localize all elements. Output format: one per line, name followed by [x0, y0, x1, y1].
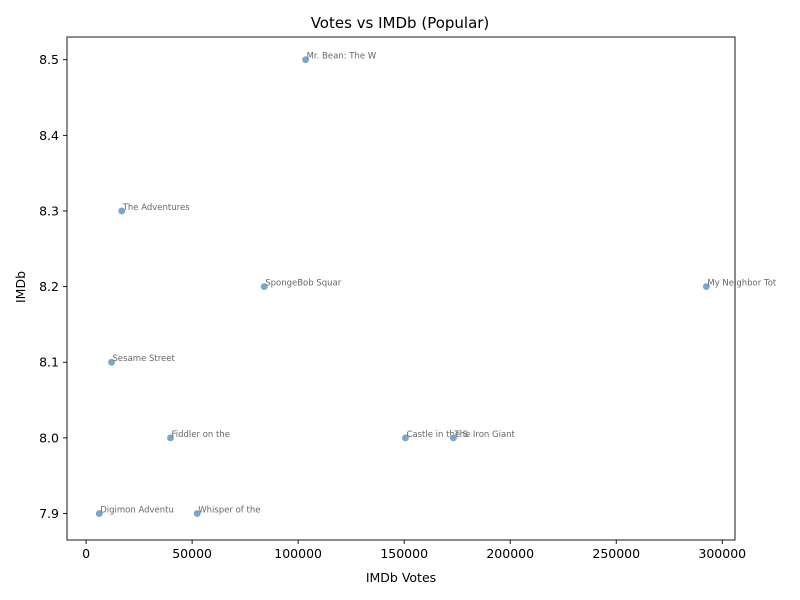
data-point-label: My Neighbor Tot [707, 279, 777, 289]
data-point-label: The Adventures [122, 203, 190, 213]
data-point [166, 434, 175, 442]
x-tick-label: 200000 [486, 546, 534, 561]
data-point [449, 434, 458, 442]
data-point-label: Sesame Street [113, 354, 176, 364]
plot-area: Mr. Bean: The W The Adventures SpongeBob S… [95, 52, 777, 518]
x-axis: 0 50000 100000 150000 200000 250000 300000 [82, 540, 746, 561]
data-point-label: SpongeBob Squar [265, 279, 342, 289]
plot-frame [66, 36, 736, 541]
y-tick-label: 8.3 [39, 203, 59, 218]
data-point [702, 282, 711, 291]
data-point-label: The Iron Giant [453, 430, 515, 440]
data-point [401, 434, 410, 442]
x-tick-label: 50000 [172, 546, 212, 561]
x-axis-label: IMDb Votes [366, 570, 436, 585]
chart-title: Votes vs IMDb (Popular) [311, 14, 490, 32]
data-point [95, 509, 104, 518]
x-tick-label: 300000 [698, 546, 746, 561]
data-point [301, 55, 310, 64]
y-axis-label: IMDb [13, 271, 28, 303]
y-tick-label: 8.5 [39, 52, 59, 67]
data-point [193, 509, 202, 518]
data-point-label: Fiddler on the [171, 430, 229, 440]
data-point [107, 358, 116, 367]
data-point-label: Castle in the S [406, 430, 468, 440]
data-point-label: Digimon Adventu [100, 506, 174, 516]
data-point-label: Whisper of the [198, 506, 260, 516]
x-tick-label: 0 [82, 546, 90, 561]
y-tick-label: 8.4 [39, 128, 59, 143]
y-tick-label: 8.1 [39, 355, 59, 370]
data-point [260, 282, 269, 291]
y-tick-label: 8.2 [39, 279, 59, 294]
data-point-label: Mr. Bean: The W [307, 52, 377, 62]
data-point [117, 207, 126, 215]
x-tick-label: 100000 [274, 546, 322, 561]
y-axis: 7.9 8.0 8.1 8.2 8.3 8.4 8.5 [39, 52, 67, 521]
x-tick-label: 250000 [592, 546, 640, 561]
x-tick-label: 150000 [380, 546, 428, 561]
y-tick-label: 7.9 [39, 506, 59, 521]
y-tick-label: 8.0 [39, 430, 59, 445]
